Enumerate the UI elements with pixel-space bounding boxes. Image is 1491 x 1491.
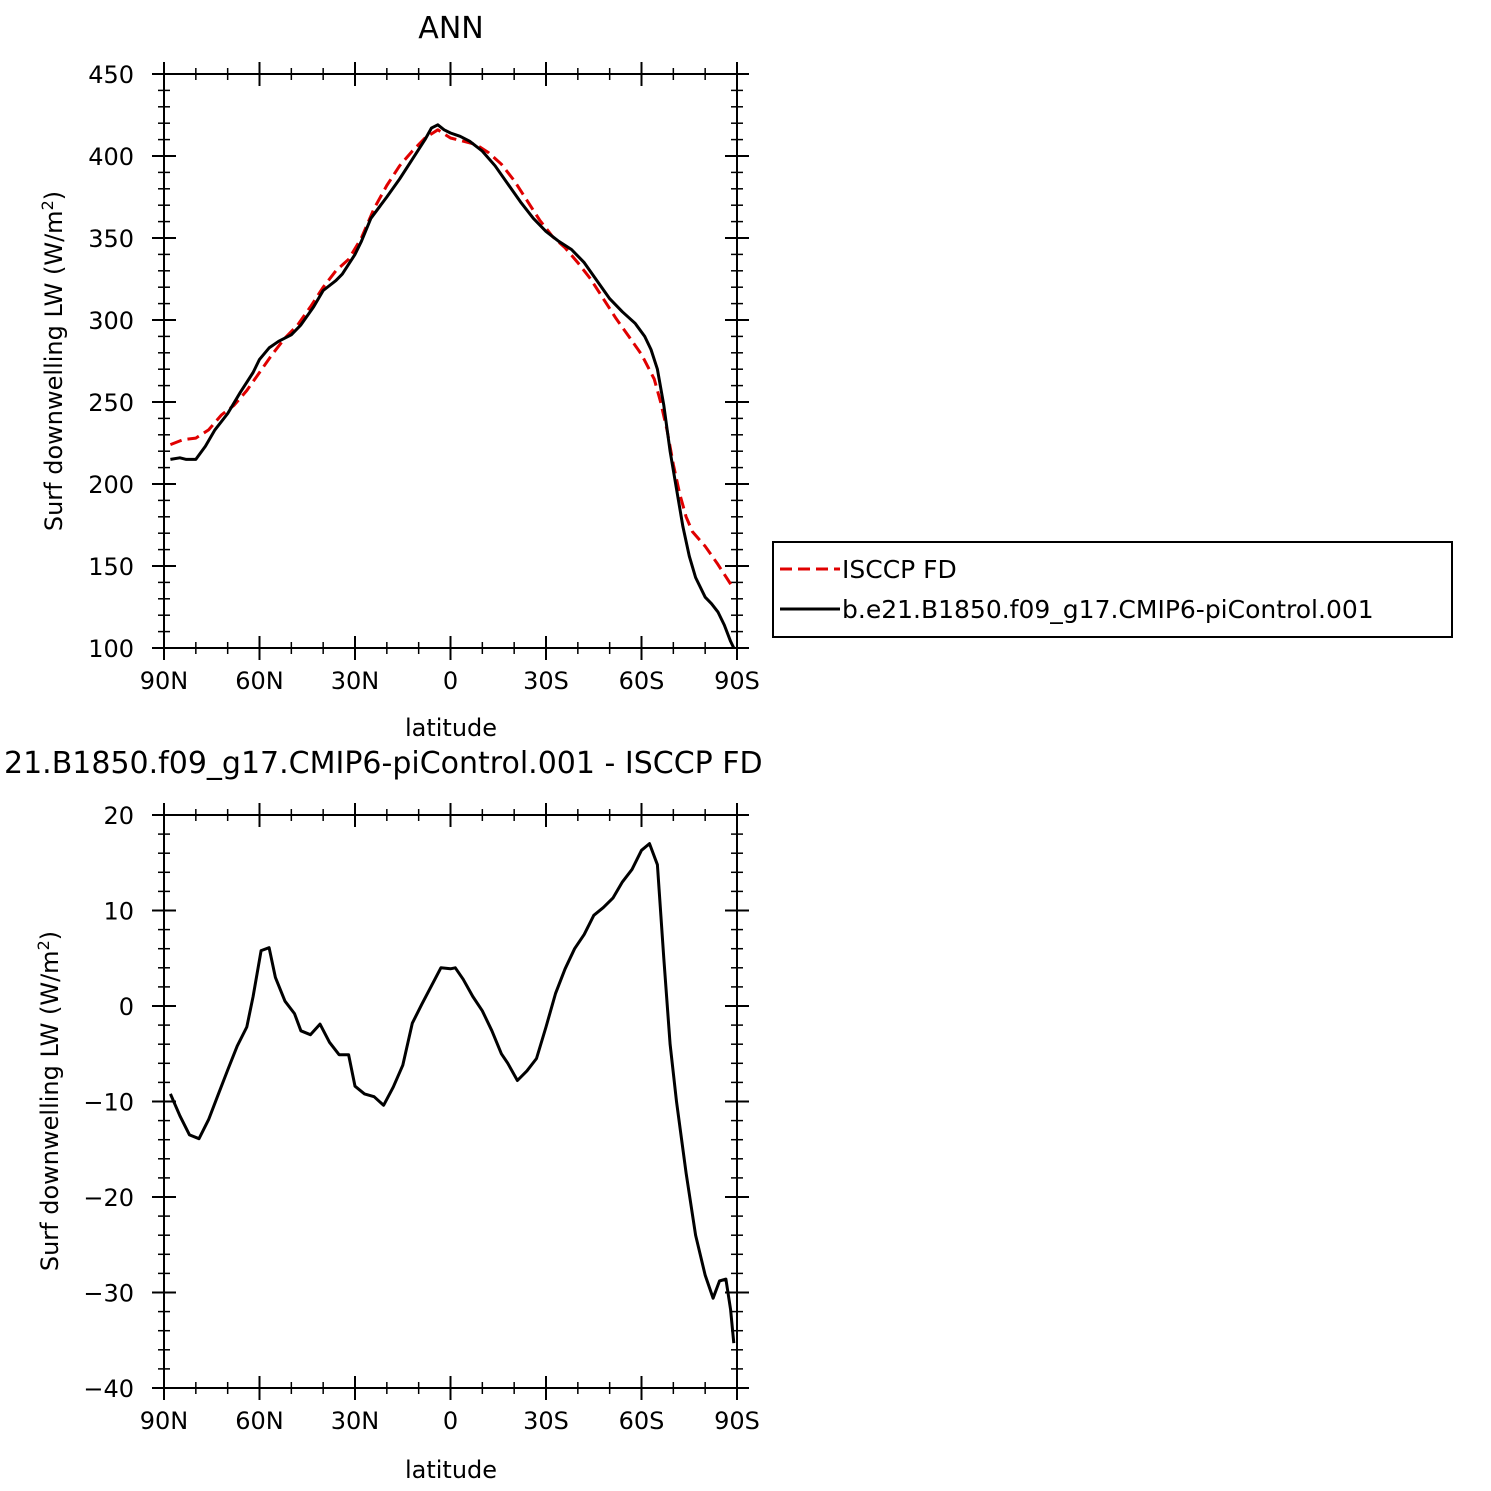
x-tick-label: 30S: [523, 667, 569, 695]
x-tick-label: 90S: [714, 667, 760, 695]
bottom-axis-ticks: 90N 60N 30N 0 30S 60S 90S −40 −30 −20 −10 0 10 20: [83, 802, 760, 1435]
top-x-axis-label: latitude: [405, 714, 497, 742]
y-tick-label: 10: [103, 898, 134, 926]
legend: ISCCP FD b.e21.B1850.f09_g17.CMIP6-piCon…: [772, 541, 1453, 638]
y-tick-label: 350: [88, 225, 134, 253]
x-tick-label: 0: [443, 667, 458, 695]
y-tick-label: 150: [88, 553, 134, 581]
bottom-series-lines: [169, 842, 736, 1344]
bottom-y-axis-label: Surf downwelling LW (W/m2): [34, 931, 64, 1271]
legend-label-isccp: ISCCP FD: [842, 555, 957, 584]
bottom-x-axis-label: latitude: [405, 1456, 497, 1484]
bottom-chart-title: 21.B1850.f09_g17.CMIP6-piControl.001 - I…: [4, 746, 763, 781]
y-tick-label: 300: [88, 307, 134, 335]
x-tick-label: 30S: [523, 1407, 569, 1435]
x-tick-label: 60S: [619, 1407, 665, 1435]
series-line-0: [169, 128, 736, 590]
y-tick-label: −10: [83, 1089, 134, 1117]
y-tick-label: 200: [88, 471, 134, 499]
x-tick-label: 0: [443, 1407, 458, 1435]
y-tick-label: 400: [88, 143, 134, 171]
y-tick-label: 100: [88, 635, 134, 663]
series-line-1: [170, 123, 736, 649]
y-tick-label: −20: [83, 1184, 134, 1212]
top-axis-ticks: 90N 60N 30N 0 30S 60S 90S 100 150 200 250 300 350 400…: [88, 61, 760, 695]
bottom-chart: 21.B1850.f09_g17.CMIP6-piControl.001 - I…: [4, 746, 763, 1484]
top-series-lines: [169, 123, 736, 649]
top-plot-frame: [163, 73, 738, 649]
y-tick-label: 20: [103, 802, 134, 830]
top-chart-title: ANN: [418, 11, 483, 46]
top-y-axis-label: Surf downwelling LW (W/m2): [38, 191, 68, 531]
x-tick-label: 90N: [140, 1407, 189, 1435]
x-tick-label: 90N: [140, 667, 189, 695]
y-tick-label: 250: [88, 389, 134, 417]
series-line-0: [169, 842, 736, 1344]
y-tick-label: 0: [119, 993, 134, 1021]
legend-box: [772, 541, 1453, 638]
y-tick-label: −30: [83, 1280, 134, 1308]
y-tick-label: 450: [88, 61, 134, 89]
x-tick-label: 90S: [714, 1407, 760, 1435]
x-tick-label: 60N: [235, 1407, 284, 1435]
bottom-plot-frame: [163, 814, 738, 1389]
top-chart: ANN 90N 60N 30N 0 30S 60S 90S 100 150 200 250 300 35…: [38, 11, 760, 742]
x-tick-label: 30N: [331, 667, 380, 695]
legend-label-model: b.e21.B1850.f09_g17.CMIP6-piControl.001: [842, 595, 1374, 624]
x-tick-label: 60S: [619, 667, 665, 695]
x-tick-label: 60N: [235, 667, 284, 695]
y-tick-label: −40: [83, 1375, 134, 1403]
x-tick-label: 30N: [331, 1407, 380, 1435]
